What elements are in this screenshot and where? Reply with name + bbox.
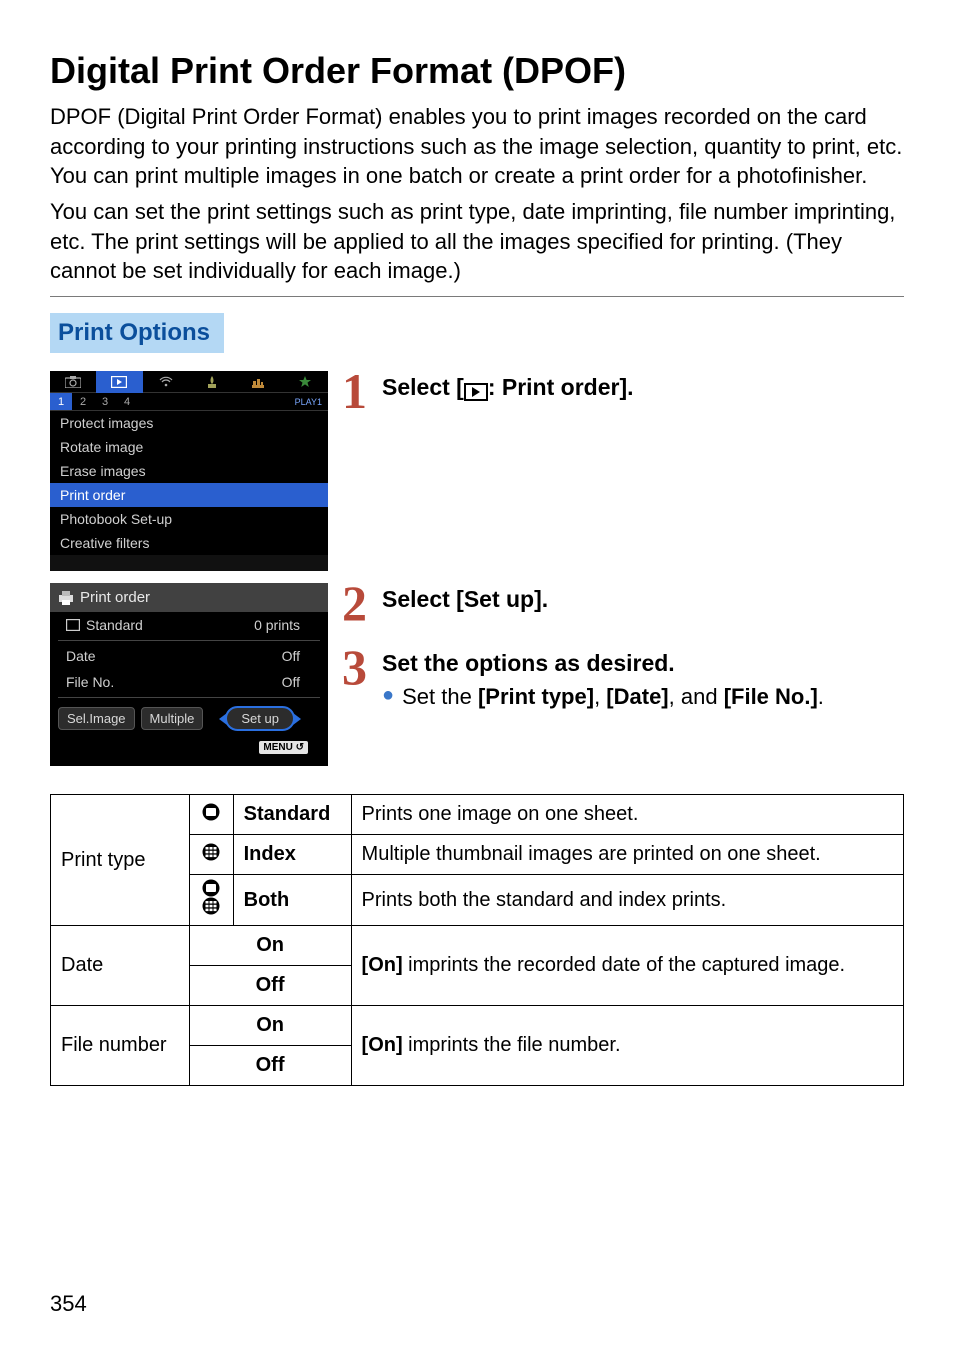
step-3-sep-2: , and <box>669 684 724 709</box>
page-title: Digital Print Order Format (DPOF) <box>50 50 904 92</box>
tab-playback-icon <box>96 371 142 393</box>
menu-item-protect: Protect images <box>50 411 328 435</box>
subtab-1: 1 <box>50 393 72 410</box>
icon-standard <box>189 795 233 835</box>
print-row-date-label: Date <box>66 648 96 664</box>
step-2-number: 2 <box>342 583 376 623</box>
intro-paragraph-2: You can set the print settings such as p… <box>50 197 904 286</box>
print-row-standard-label: Standard <box>86 617 143 633</box>
options-table: Print type Standard Prints one image on … <box>50 794 904 1086</box>
cell-index-desc: Multiple thumbnail images are printed on… <box>351 835 903 875</box>
cell-date-label: Date <box>51 926 190 1006</box>
cell-index-label: Index <box>233 835 351 875</box>
cell-file-desc: [On] imprints the file number. <box>351 1006 903 1086</box>
cell-standard-desc: Prints one image on one sheet. <box>351 795 903 835</box>
step-3-period: . <box>818 684 824 709</box>
cell-file-on: On <box>189 1006 351 1046</box>
tab-shoot-icon <box>50 371 96 393</box>
menu-item-photobook: Photobook Set-up <box>50 507 328 531</box>
icon-both <box>189 875 233 926</box>
btn-sel-image: Sel.Image <box>58 707 135 730</box>
print-row-fileno-label: File No. <box>66 674 114 690</box>
print-row-date: Date Off <box>50 643 328 669</box>
intro-paragraph-1: DPOF (Digital Print Order Format) enable… <box>50 102 904 191</box>
print-row-fileno-value: Off <box>282 674 300 690</box>
step-3-number: 3 <box>342 647 376 711</box>
step-1-row: 1 2 3 4 PLAY1 Protect images Rotate imag… <box>50 371 904 571</box>
cell-both-desc: Prints both the standard and index print… <box>351 875 903 926</box>
playback-icon <box>464 383 488 401</box>
camera-print-order-screenshot: Print order Standard 0 prints Date Off F… <box>50 583 328 766</box>
tab-mymenu-icon <box>282 371 328 393</box>
camera-top-tabs <box>50 371 328 393</box>
print-row-fileno: File No. Off <box>50 669 328 695</box>
bullet-dot-icon: ● <box>382 682 394 712</box>
cell-date-on: On <box>189 926 351 966</box>
menu-item-creative: Creative filters <box>50 531 328 555</box>
step-2-title: Select [Set up]. <box>382 585 548 614</box>
step-3-bold-1: [Print type] <box>478 684 594 709</box>
section-header: Print Options <box>50 313 224 353</box>
cell-date-off: Off <box>189 966 351 1006</box>
print-row-standard-value: 0 prints <box>254 617 300 633</box>
step-2-3-row: Print order Standard 0 prints Date Off F… <box>50 583 904 766</box>
step-3-bullet: ● Set the [Print type], [Date], and [Fil… <box>382 682 824 712</box>
btn-set-up: Set up <box>225 706 295 731</box>
step-3-bold-2: [Date] <box>606 684 668 709</box>
cell-print-type-label: Print type <box>51 795 190 926</box>
menu-item-print-order: Print order <box>50 483 328 507</box>
step-3-title: Set the options as desired. <box>382 649 824 678</box>
step-1-title-pre: Select [ <box>382 374 464 400</box>
step-1-title-post: : Print order]. <box>488 374 634 400</box>
tab-wireless-icon <box>143 371 189 393</box>
cell-file-off: Off <box>189 1046 351 1086</box>
page-number: 354 <box>50 1291 87 1317</box>
print-order-header: Print order <box>50 583 328 612</box>
subtab-3: 3 <box>94 393 116 410</box>
step-3-bullet-pre: Set the <box>402 684 478 709</box>
print-order-header-label: Print order <box>80 589 150 606</box>
subtab-2: 2 <box>72 393 94 410</box>
cell-file-label: File number <box>51 1006 190 1086</box>
menu-return-icon: MENU ↺ <box>259 741 308 754</box>
icon-index <box>189 835 233 875</box>
cell-both-label: Both <box>233 875 351 926</box>
menu-item-erase: Erase images <box>50 459 328 483</box>
cell-standard-label: Standard <box>233 795 351 835</box>
subtab-4: 4 <box>116 393 138 410</box>
camera-menu-screenshot: 1 2 3 4 PLAY1 Protect images Rotate imag… <box>50 371 328 571</box>
print-row-date-value: Off <box>282 648 300 664</box>
step-3-bold-3: [File No.] <box>724 684 818 709</box>
tab-setup-icon <box>189 371 235 393</box>
step-1-number: 1 <box>342 371 376 411</box>
steps-area: 1 2 3 4 PLAY1 Protect images Rotate imag… <box>50 371 904 766</box>
step-3-sep-1: , <box>594 684 606 709</box>
step-1-title: Select [ : Print order]. <box>382 373 904 402</box>
print-row-standard: Standard 0 prints <box>50 612 328 638</box>
cell-date-desc: [On] imprints the recorded date of the c… <box>351 926 903 1006</box>
camera-sub-tabs: 1 2 3 4 PLAY1 <box>50 393 328 411</box>
section-divider <box>50 296 904 297</box>
tab-custom-icon <box>235 371 281 393</box>
menu-item-rotate: Rotate image <box>50 435 328 459</box>
btn-multiple: Multiple <box>141 707 204 730</box>
play-label: PLAY1 <box>295 393 322 411</box>
print-order-buttons: Sel.Image Multiple Set up <box>50 700 328 737</box>
